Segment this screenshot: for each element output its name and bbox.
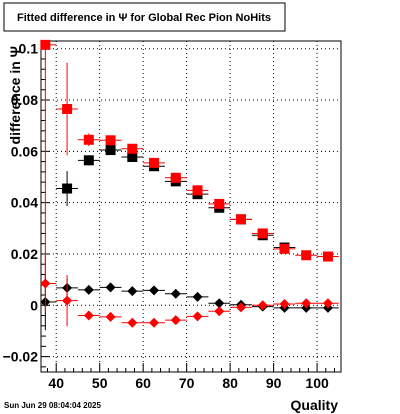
- y-tick-label: 0.04: [11, 195, 38, 211]
- data-point-diamond: [83, 284, 94, 295]
- y-tick-label: 0.1: [19, 41, 39, 57]
- data-point-square: [149, 157, 160, 168]
- data-point-diamond: [83, 310, 94, 321]
- y-tick-label: 0.02: [11, 246, 38, 262]
- data-point-diamond: [192, 311, 203, 322]
- data-point-diamond: [322, 298, 333, 309]
- data-point-diamond: [279, 299, 290, 310]
- data-point-square: [301, 250, 312, 261]
- x-tick-label: 80: [222, 375, 238, 391]
- data-point-square: [83, 134, 94, 145]
- series-2: [40, 39, 339, 287]
- data-point-square: [170, 172, 181, 183]
- title-box-frame: [3, 2, 286, 32]
- data-point-square: [214, 198, 225, 209]
- plot-frame: [40, 40, 342, 373]
- data-series: [40, 39, 339, 331]
- x-tick-label: 90: [266, 375, 282, 391]
- data-point-diamond: [192, 291, 203, 302]
- y-tick-label: 0.08: [11, 92, 38, 108]
- y-tick-label: −0.02: [3, 349, 39, 365]
- y-tick-labels: −0.02 0 0.02 0.04 0.06 0.08 0.1: [3, 41, 39, 365]
- data-point-square: [236, 214, 246, 225]
- axis-ticks: [41, 48, 335, 372]
- data-point-square: [127, 151, 138, 162]
- data-point-square: [127, 143, 138, 154]
- y-tick-label: 0.06: [11, 143, 38, 159]
- title-box: Fitted difference in Ψ for Global Rec Pi…: [3, 2, 286, 32]
- data-point-diamond: [105, 311, 116, 322]
- data-point-square: [105, 145, 116, 156]
- data-point-diamond: [127, 286, 138, 297]
- data-point-square: [279, 243, 290, 254]
- data-point-diamond: [236, 302, 246, 313]
- data-point-square: [257, 228, 268, 239]
- data-point-diamond: [149, 317, 160, 328]
- data-point-square: [322, 251, 333, 262]
- data-point-square: [62, 183, 73, 194]
- series-4: [40, 255, 339, 328]
- x-axis-title: Quality: [291, 397, 339, 413]
- x-tick-label: 100: [305, 375, 329, 391]
- timestamp: Sun Jun 29 08:04:04 2025: [4, 401, 101, 410]
- data-point-diamond: [170, 288, 181, 299]
- data-point-diamond: [301, 298, 312, 309]
- data-point-square: [62, 103, 73, 114]
- x-tick-label: 40: [48, 375, 64, 391]
- data-point-diamond: [40, 278, 51, 289]
- data-point-diamond: [149, 285, 160, 296]
- y-axis-title: difference in Ψ: [7, 46, 23, 144]
- x-tick-label: 50: [92, 375, 108, 391]
- data-point-diamond: [62, 295, 73, 306]
- data-point-square: [105, 135, 116, 146]
- data-point-diamond: [127, 317, 138, 328]
- data-point-diamond: [257, 300, 268, 311]
- data-point-diamond: [105, 282, 116, 293]
- data-point-diamond: [214, 306, 225, 317]
- x-tick-label: 60: [135, 375, 151, 391]
- data-point-square: [83, 155, 94, 166]
- data-point-square: [40, 39, 51, 50]
- x-tick-label: 70: [179, 375, 195, 391]
- data-point-square: [192, 185, 203, 196]
- data-point-diamond: [170, 315, 181, 326]
- y-tick-label: 0: [30, 297, 38, 313]
- chart-title: Fitted difference in Ψ for Global Rec Pi…: [17, 12, 271, 24]
- x-tick-labels: 40 50 60 70 80 90 100: [48, 375, 329, 391]
- data-point-diamond: [214, 298, 225, 309]
